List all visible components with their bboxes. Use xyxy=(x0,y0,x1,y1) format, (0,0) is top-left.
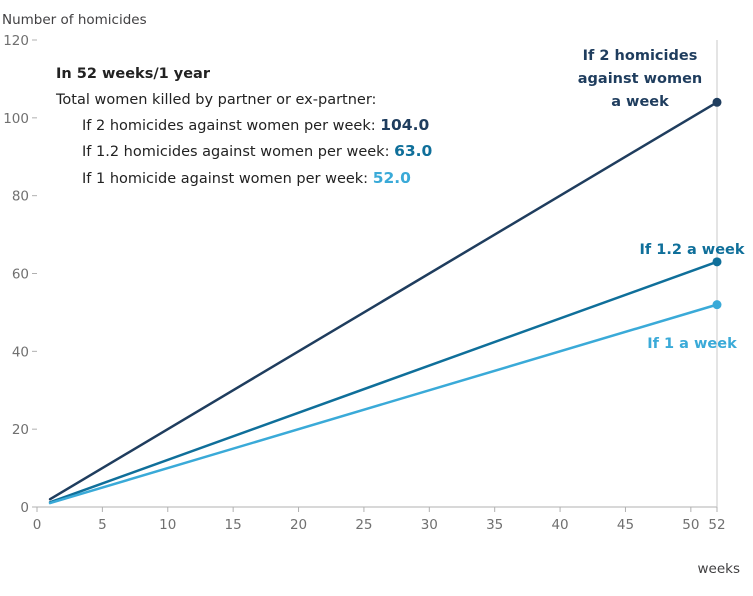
annotation-title: In 52 weeks/1 year xyxy=(56,66,211,82)
series-end-label: If 1.2 a week xyxy=(639,242,744,258)
x-tick-label: 15 xyxy=(225,517,242,533)
annotation-line-1-2-per-week: If 1.2 homicides against women per week:… xyxy=(82,142,433,160)
y-tick-label: 80 xyxy=(12,189,29,205)
y-tick-label: 20 xyxy=(12,422,29,438)
series-line xyxy=(48,101,719,501)
y-tick-label: 40 xyxy=(12,344,29,360)
x-axis: 0 5 10 15 20 25 30 35 40 45 50 52 xyxy=(33,507,726,533)
x-tick-label: 52 xyxy=(708,517,725,533)
series-end-point xyxy=(712,97,722,107)
x-tick-label: 10 xyxy=(159,517,176,533)
annotation-line-1-per-week: If 1 homicide against women per week: 52… xyxy=(82,169,411,187)
annotation-line-text: If 2 homicides against women per week: xyxy=(82,118,380,134)
x-tick-label: 20 xyxy=(290,517,307,533)
x-axis-title: weeks xyxy=(697,561,740,577)
x-tick-label: 0 xyxy=(33,517,42,533)
y-tick-label: 120 xyxy=(3,33,29,49)
series-lines xyxy=(48,101,719,505)
y-tick-label: 100 xyxy=(3,111,29,127)
annotation-subtitle: Total women killed by partner or ex-part… xyxy=(55,92,376,108)
annotation-line-text: If 1 homicide against women per week: xyxy=(82,171,373,187)
summary-annotation: In 52 weeks/1 year Total women killed by… xyxy=(55,66,433,187)
x-tick-label: 50 xyxy=(682,517,699,533)
series-end-label: If 2 homicides against women a week xyxy=(578,48,702,110)
x-tick-label: 25 xyxy=(355,517,372,533)
series-end-labels: If 2 homicides against women a week If 1.2 … xyxy=(578,48,745,352)
annotation-value: 104.0 xyxy=(380,116,429,134)
x-tick-label: 5 xyxy=(98,517,107,533)
y-tick-label: 0 xyxy=(20,500,29,516)
annotation-value: 52.0 xyxy=(373,169,411,187)
x-tick-label: 30 xyxy=(421,517,438,533)
series-line xyxy=(48,260,719,504)
y-tick-label: 60 xyxy=(12,267,29,283)
x-tick-label: 35 xyxy=(486,517,503,533)
series-end-point xyxy=(712,257,722,267)
series-end-points xyxy=(712,97,722,310)
y-axis-title: Number of homicides xyxy=(2,12,147,28)
x-tick-label: 45 xyxy=(617,517,634,533)
x-tick-label: 40 xyxy=(551,517,568,533)
annotation-line-text: If 1.2 homicides against women per week: xyxy=(82,144,394,160)
y-axis: 0 20 40 60 80 100 120 xyxy=(3,33,37,516)
annotation-value: 63.0 xyxy=(394,142,432,160)
series-end-label: If 1 a week xyxy=(647,336,737,352)
series-end-point xyxy=(712,300,722,310)
series-line xyxy=(48,303,719,505)
annotation-line-2-per-week: If 2 homicides against women per week: 1… xyxy=(82,116,429,134)
